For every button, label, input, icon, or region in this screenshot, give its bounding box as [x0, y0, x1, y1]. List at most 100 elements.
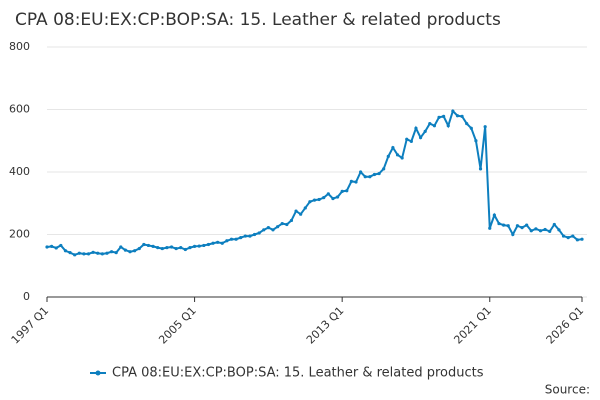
- point: [262, 228, 266, 232]
- point: [414, 126, 418, 130]
- point: [109, 250, 114, 254]
- series-line: [46, 109, 583, 256]
- point: [197, 244, 201, 248]
- point: [271, 228, 275, 232]
- point: [492, 213, 496, 217]
- point: [123, 248, 128, 252]
- x-tick-label: 2021 Q1: [451, 304, 494, 347]
- point: [188, 246, 192, 250]
- point: [216, 240, 220, 244]
- point: [359, 170, 363, 174]
- point: [501, 223, 506, 227]
- y-tick-label: 800: [9, 40, 30, 53]
- chart-title: CPA 08:EU:EX:CP:BOP:SA: 15. Leather & re…: [15, 10, 501, 30]
- point: [363, 175, 367, 179]
- point: [543, 227, 547, 232]
- x-tick-label: 2005 Q1: [156, 304, 199, 347]
- point: [465, 121, 469, 126]
- point: [151, 244, 155, 248]
- point: [289, 218, 294, 223]
- point: [68, 251, 72, 255]
- point: [566, 236, 570, 240]
- point: [160, 246, 164, 251]
- point: [86, 252, 91, 256]
- point: [114, 251, 118, 255]
- point: [377, 171, 381, 176]
- point: [45, 245, 49, 249]
- point: [534, 227, 538, 231]
- point: [331, 196, 335, 201]
- point: [368, 175, 372, 179]
- point: [483, 125, 487, 129]
- point: [520, 226, 524, 230]
- y-tick-label: 400: [9, 165, 30, 178]
- point: [317, 197, 321, 202]
- point: [561, 234, 566, 238]
- point: [442, 114, 446, 118]
- point: [506, 224, 510, 228]
- point: [294, 209, 298, 213]
- point: [202, 243, 206, 248]
- point: [142, 242, 146, 247]
- point: [335, 195, 340, 199]
- point: [105, 251, 109, 255]
- point: [303, 206, 307, 210]
- point: [400, 156, 404, 160]
- point: [82, 252, 86, 256]
- point: [386, 154, 390, 158]
- point: [206, 242, 211, 247]
- point: [418, 136, 423, 140]
- x-tick-label: 1997 Q1: [9, 304, 52, 347]
- point: [497, 221, 501, 226]
- point: [354, 180, 358, 184]
- point: [54, 246, 58, 250]
- point: [239, 236, 243, 240]
- y-tick-label: 600: [9, 103, 30, 116]
- point: [266, 226, 270, 230]
- legend-marker: [95, 370, 101, 376]
- point: [571, 234, 575, 238]
- point: [100, 252, 104, 256]
- point: [488, 226, 492, 230]
- point: [229, 237, 234, 241]
- point: [446, 124, 450, 128]
- point: [73, 253, 77, 257]
- point: [220, 241, 224, 245]
- point: [252, 232, 257, 237]
- point: [575, 238, 579, 242]
- point: [276, 225, 280, 229]
- point: [340, 189, 344, 193]
- point: [165, 246, 169, 250]
- point: [395, 153, 400, 157]
- point: [538, 229, 543, 233]
- point: [511, 232, 515, 237]
- point: [119, 245, 123, 249]
- y-tick-label: 200: [9, 228, 30, 241]
- point: [326, 192, 330, 196]
- point: [372, 172, 377, 177]
- point: [174, 246, 178, 251]
- point: [63, 249, 68, 253]
- point: [133, 249, 137, 253]
- point: [146, 243, 151, 248]
- point: [243, 234, 247, 238]
- point: [428, 121, 432, 126]
- point: [515, 224, 520, 228]
- point: [474, 139, 478, 143]
- y-tick-label: 0: [23, 290, 30, 303]
- point: [77, 251, 81, 255]
- point: [50, 244, 54, 248]
- point: [211, 241, 215, 245]
- point: [308, 200, 312, 204]
- point: [391, 146, 395, 150]
- point: [183, 247, 187, 252]
- point: [285, 222, 289, 227]
- point: [137, 246, 141, 251]
- point: [432, 124, 437, 128]
- point: [234, 237, 238, 241]
- point: [280, 221, 284, 226]
- point: [382, 167, 386, 171]
- point: [580, 237, 584, 241]
- point: [529, 229, 533, 233]
